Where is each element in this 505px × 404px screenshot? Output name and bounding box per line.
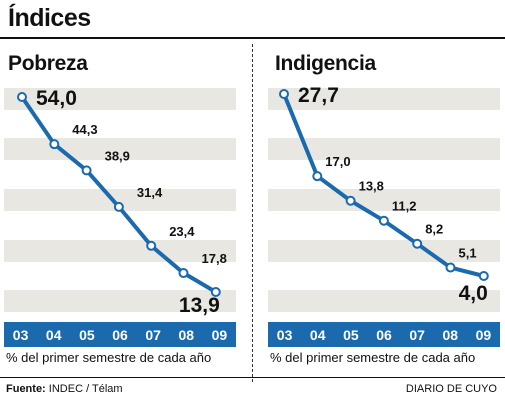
indigencia-data-label-03: 27,7 xyxy=(298,84,339,107)
source-label: Fuente: xyxy=(6,383,46,395)
indigencia-data-label-06: 11,2 xyxy=(392,199,417,214)
indigencia-point-04 xyxy=(312,171,323,182)
pobreza-data-label-04: 44,3 xyxy=(72,122,97,137)
pobreza-line-chart: 54,0 44,3 38,9 31,4 23,4 17,8 13,9 xyxy=(4,87,236,317)
source-note: Fuente: INDEC / Télam xyxy=(6,383,123,395)
pobreza-x-tick-08: 08 xyxy=(178,326,195,343)
indigencia-data-label-04: 17,0 xyxy=(325,154,350,169)
pobreza-point-03 xyxy=(17,92,27,102)
indigencia-x-tick-04: 04 xyxy=(309,326,326,343)
indigencia-x-axis: 03 04 05 06 07 08 09 xyxy=(268,322,500,347)
indigencia-point-08 xyxy=(445,262,456,273)
pobreza-data-label-08: 17,8 xyxy=(202,251,227,266)
indigencia-grid-band xyxy=(268,240,500,262)
indigencia-grid-band xyxy=(268,189,500,211)
indigencia-grid-band xyxy=(268,290,500,312)
indigencia-grid-band xyxy=(268,138,500,160)
pobreza-point-09 xyxy=(210,287,221,297)
panel-divider xyxy=(252,44,253,382)
indigencia-x-tick-03: 03 xyxy=(276,326,293,343)
pobreza-x-tick-03: 03 xyxy=(12,326,29,343)
footer-rule xyxy=(0,377,505,378)
pobreza-data-label-05: 38,9 xyxy=(105,148,130,163)
indigencia-x-axis-caption: % del primer semestre de cada año xyxy=(270,350,476,365)
indigencia-point-05 xyxy=(345,195,356,206)
indigencia-chart-title: Indigencia xyxy=(275,52,376,75)
indigencia-point-03 xyxy=(279,89,289,99)
indigencia-x-tick-07: 07 xyxy=(409,326,425,343)
pobreza-data-label-09: 13,9 xyxy=(179,294,220,317)
title-rule xyxy=(0,37,505,39)
pobreza-data-label-03: 54,0 xyxy=(36,87,77,110)
pobreza-data-label-06: 31,4 xyxy=(137,185,163,200)
indigencia-x-tick-08: 08 xyxy=(442,326,459,343)
pobreza-grid-band xyxy=(4,240,236,262)
pobreza-point-06 xyxy=(113,201,124,212)
pobreza-point-07 xyxy=(146,240,157,251)
pobreza-grid-band xyxy=(4,290,236,312)
pobreza-grid-band xyxy=(4,189,236,211)
pobreza-x-tick-05: 05 xyxy=(79,326,95,343)
indigencia-x-tick-05: 05 xyxy=(343,326,359,343)
pobreza-x-tick-09: 09 xyxy=(211,326,228,343)
indigencia-data-label-09: 4,0 xyxy=(459,282,488,305)
indigencia-point-07 xyxy=(412,238,423,249)
pobreza-x-tick-04: 04 xyxy=(45,326,62,343)
pobreza-x-axis-caption: % del primer semestre de cada año xyxy=(6,350,212,365)
pobreza-grid-band xyxy=(4,88,236,110)
indigencia-grid-band xyxy=(268,88,500,110)
indigencia-point-06 xyxy=(378,215,389,226)
pobreza-grid-band xyxy=(4,138,236,160)
indigencia-data-label-07: 8,2 xyxy=(425,222,443,237)
indigencia-x-tick-09: 09 xyxy=(475,326,492,343)
source-value: INDEC / Télam xyxy=(48,383,123,395)
indigencia-point-09 xyxy=(478,271,489,281)
pobreza-point-05 xyxy=(81,165,92,176)
pobreza-data-label-07: 23,4 xyxy=(169,224,195,239)
pobreza-x-axis: 03 04 05 06 07 08 09 xyxy=(4,322,236,347)
indigencia-x-tick-06: 06 xyxy=(376,326,392,343)
pobreza-point-04 xyxy=(49,139,60,150)
page-title: Índices xyxy=(8,4,91,32)
pobreza-x-tick-07: 07 xyxy=(145,326,161,343)
pobreza-point-08 xyxy=(178,268,189,279)
indigencia-data-label-08: 5,1 xyxy=(459,246,477,261)
publisher-credit: DIARIO DE CUYO xyxy=(405,383,497,395)
pobreza-chart-title: Pobreza xyxy=(8,52,88,75)
pobreza-x-tick-06: 06 xyxy=(112,326,128,343)
indigencia-data-label-05: 13,8 xyxy=(359,179,384,194)
